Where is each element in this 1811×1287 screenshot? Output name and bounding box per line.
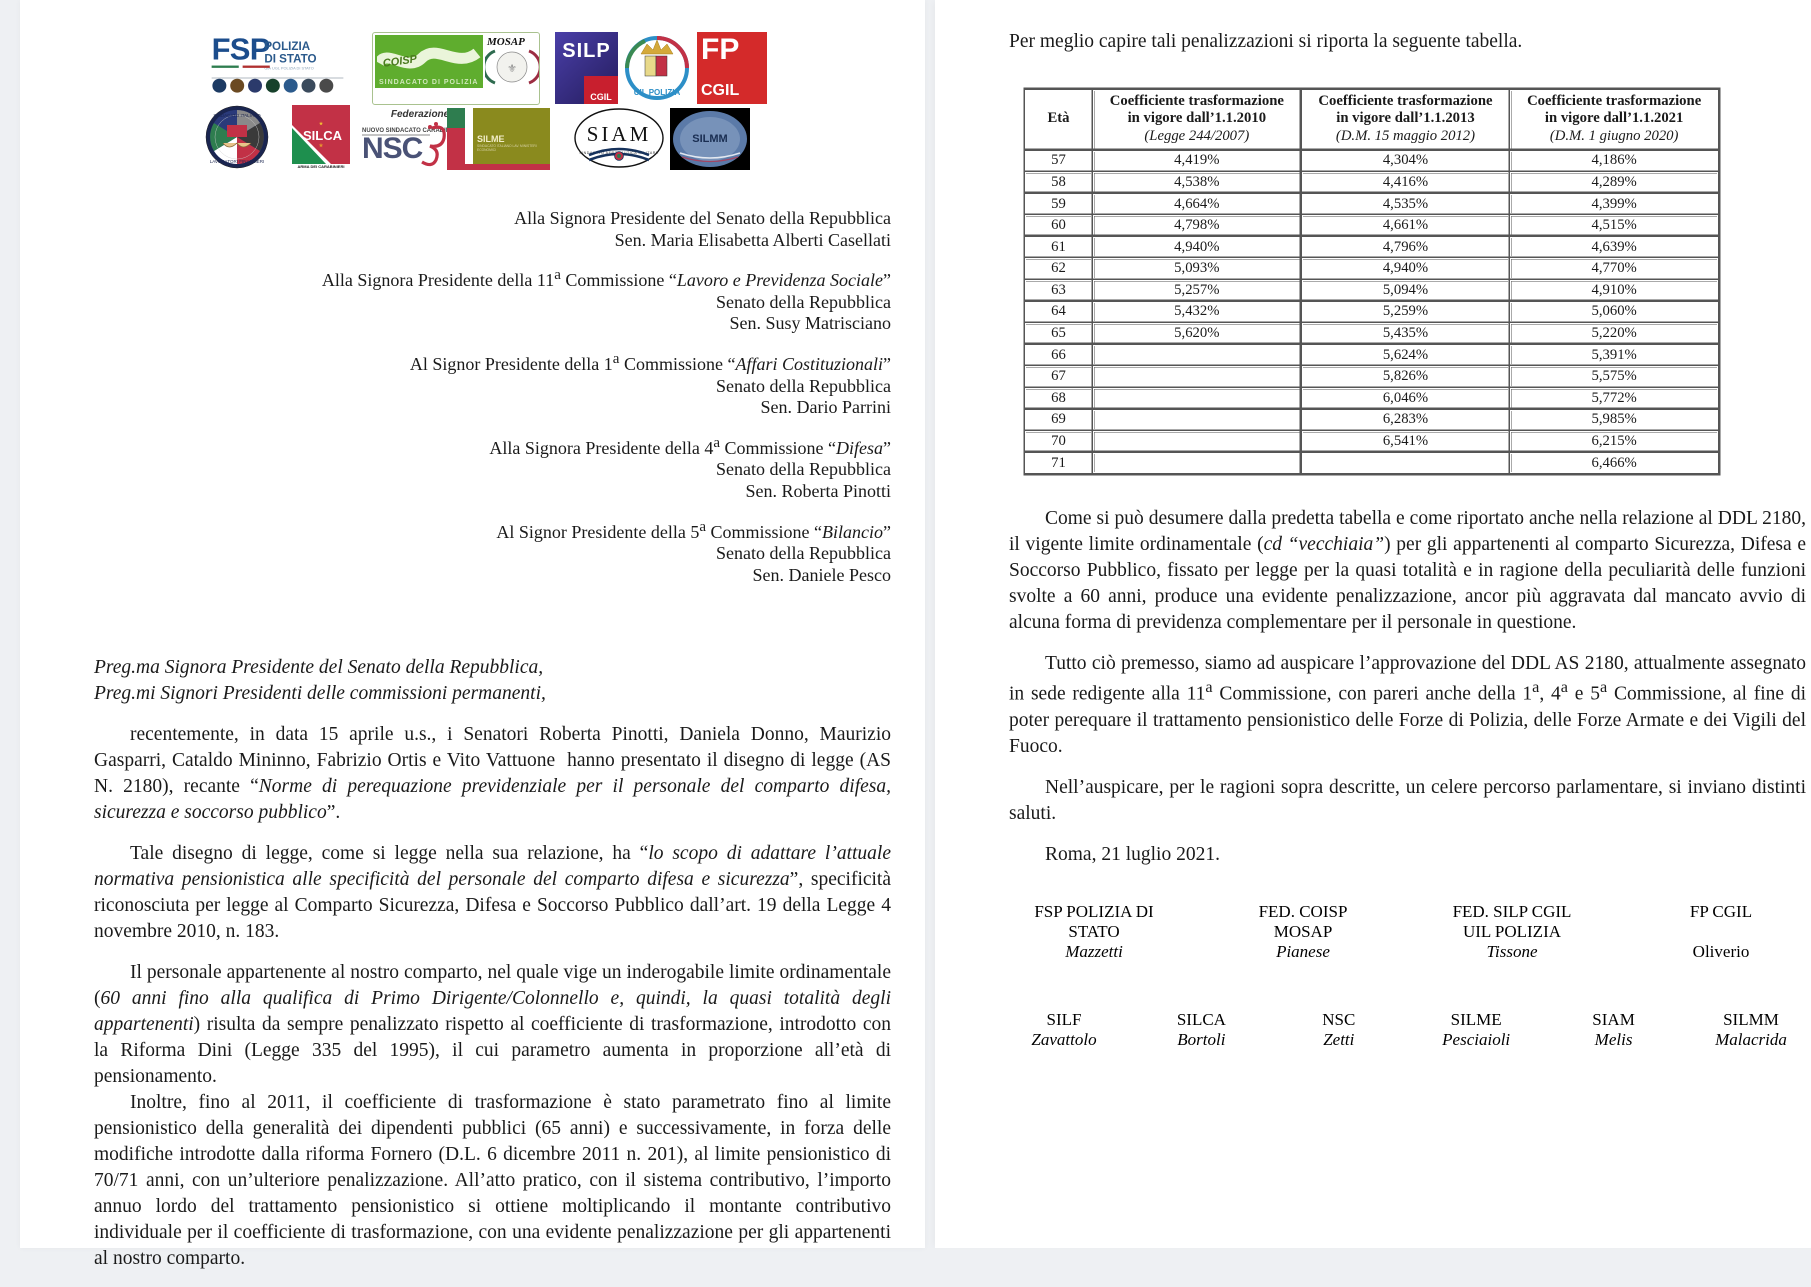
svg-text:★: ★ [319,143,324,149]
svg-text:UIL POLIZIA: UIL POLIZIA [634,88,681,97]
svg-text:SINDACATO ITALIANO: SINDACATO ITALIANO [213,113,261,118]
svg-text:NSC: NSC [362,132,423,165]
svg-text:SIAM: SIAM [587,122,652,146]
svg-text:GIÀ UGL POLIZIA DI STATO: GIÀ UGL POLIZIA DI STATO [264,65,313,70]
svg-text:SILMM: SILMM [692,133,727,145]
svg-text:LAVORATORI FINANZIERI: LAVORATORI FINANZIERI [210,159,265,164]
svg-text:FSP: FSP [212,33,270,66]
svg-text:POLIZIA: POLIZIA [264,40,310,53]
svg-text:ARMA DEI CARABINIERI: ARMA DEI CARABINIERI [298,164,345,169]
svg-text:SILCA: SILCA [303,128,343,143]
svg-text:MOSAP: MOSAP [486,36,525,48]
svg-text:⚜: ⚜ [507,63,517,75]
svg-text:DI STATO: DI STATO [264,52,316,65]
